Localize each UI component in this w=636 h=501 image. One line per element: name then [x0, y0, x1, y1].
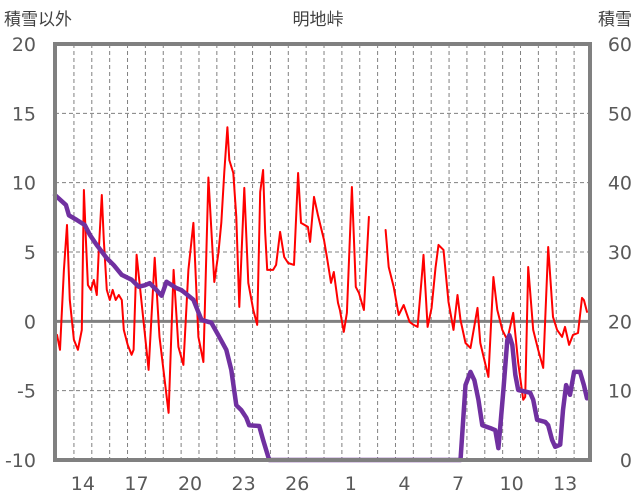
left-tick-label: -5	[17, 381, 36, 403]
gridlines	[55, 44, 590, 460]
x-tick-label: 14	[71, 473, 95, 495]
right-tick-label: 50	[608, 103, 632, 125]
chart-title: 明地峠	[293, 10, 344, 30]
left-tick-label: 20	[12, 34, 36, 56]
x-tick-label: 10	[499, 473, 523, 495]
right-tick-label: 20	[608, 311, 632, 333]
left-axis-title: 積雪以外	[4, 10, 72, 30]
x-tick-label: 26	[285, 473, 309, 495]
x-tick-label: 23	[232, 473, 256, 495]
series-lines	[52, 126, 590, 463]
left-tick-label: -10	[5, 450, 36, 472]
x-tick-label: 7	[452, 473, 464, 495]
x-tick-label: 4	[398, 473, 410, 495]
right-tick-label: 40	[608, 173, 632, 195]
x-tick-label: 20	[178, 473, 202, 495]
plot-frame	[53, 42, 592, 462]
left-tick-label: 0	[24, 311, 36, 333]
left-tick-label: 5	[24, 242, 36, 264]
x-tick-label: 1	[345, 473, 357, 495]
x-tick-label: 13	[553, 473, 577, 495]
right-tick-label: 30	[608, 242, 632, 264]
right-tick-label: 60	[608, 34, 632, 56]
left-tick-label: 15	[12, 103, 36, 125]
series-line-other	[56, 126, 588, 414]
right-tick-label: 10	[608, 381, 632, 403]
x-tick-label: 17	[124, 473, 148, 495]
left-tick-label: 10	[12, 173, 36, 195]
right-axis-title: 積雪	[598, 10, 632, 30]
right-tick-label: 0	[620, 450, 632, 472]
